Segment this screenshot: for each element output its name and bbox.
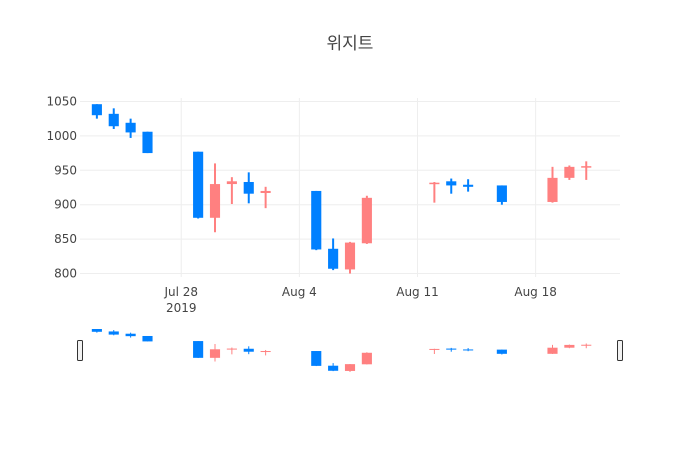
candle-body: [91, 104, 102, 116]
y-tick-label: 1000: [46, 129, 77, 143]
candle-body: [581, 166, 592, 168]
candle-decreasing: [125, 118, 136, 138]
slider-candle-body: [142, 335, 153, 342]
candle-body: [108, 113, 119, 127]
slider-candle-body: [260, 351, 271, 353]
candle-body: [344, 242, 356, 270]
slider-candle-body: [209, 349, 221, 358]
candle-increasing: [226, 177, 237, 205]
candle-increasing: [344, 241, 356, 274]
candle-decreasing: [243, 172, 254, 204]
candle-increasing: [581, 161, 592, 180]
candle-body: [193, 151, 204, 218]
axis-layer: 800 850 900 950 1000 1050 Jul 28 2019 Aug 4 Aug 1…: [46, 94, 556, 315]
slider-candle-body: [311, 351, 322, 366]
candle-layer: [91, 104, 592, 274]
candle-body: [446, 181, 457, 186]
slider-candle-body: [581, 344, 592, 346]
candle-body: [463, 184, 474, 187]
y-tick-label: 900: [54, 198, 77, 212]
candle-body: [260, 190, 271, 194]
slider-candle-body: [108, 331, 119, 335]
slider-candle-body: [547, 347, 558, 354]
candle-body: [243, 181, 254, 194]
slider-candle-body: [91, 329, 102, 332]
x-tick-label: Jul 28: [163, 285, 198, 299]
candle-decreasing: [193, 151, 204, 219]
candle-decreasing: [108, 108, 119, 129]
candle-increasing: [547, 166, 558, 203]
y-tick-label: 850: [54, 232, 77, 246]
slider-candle-body: [125, 333, 136, 337]
candle-body: [496, 185, 507, 202]
candle-body: [142, 131, 153, 154]
slider-candle-body: [429, 348, 440, 350]
grid-layer: [80, 98, 620, 277]
candle-body: [361, 197, 372, 244]
x-tick-label: Aug 4: [282, 285, 317, 299]
candle-increasing: [209, 163, 221, 233]
slider-candle-body: [226, 348, 237, 350]
candle-body: [328, 248, 339, 269]
candle-decreasing: [91, 104, 102, 119]
slider-candle-body: [344, 364, 356, 371]
y-tick-label: 950: [54, 163, 77, 177]
x-tick-label: Aug 11: [396, 285, 439, 299]
slider-candle-body: [193, 341, 204, 358]
candle-decreasing: [496, 185, 507, 205]
slider-candle-body: [328, 365, 339, 371]
range-slider-left-handle[interactable]: [77, 340, 83, 361]
chart-title: 위지트: [327, 34, 374, 54]
y-tick-label: 800: [54, 267, 77, 281]
candle-body: [547, 177, 558, 202]
slider-candle-body: [463, 349, 474, 351]
candle-decreasing: [446, 178, 457, 194]
candle-decreasing: [328, 238, 339, 271]
candle-increasing: [564, 165, 575, 180]
candle-body: [209, 184, 221, 218]
y-tick-label: 1050: [46, 94, 77, 108]
candle-decreasing: [311, 190, 322, 251]
candle-increasing: [429, 181, 440, 203]
candle-increasing: [260, 186, 271, 209]
candle-body: [311, 190, 322, 250]
slider-candle-body: [361, 352, 372, 365]
candle-body: [564, 166, 575, 178]
range-slider-right-handle[interactable]: [617, 340, 623, 361]
candle-decreasing: [463, 179, 474, 192]
slider-candle-body: [243, 348, 254, 352]
slider-candle-body: [564, 344, 575, 348]
candle-body: [125, 122, 136, 133]
range-slider[interactable]: [77, 326, 623, 375]
candle-decreasing: [142, 131, 153, 154]
candle-body: [429, 182, 440, 185]
slider-candle-body: [496, 349, 507, 354]
candle-body: [226, 181, 237, 185]
candle-increasing: [361, 195, 372, 244]
x-tick-label: Aug 18: [514, 285, 557, 299]
x-tick-year-label: 2019: [166, 301, 197, 315]
slider-candle-body: [446, 348, 457, 350]
